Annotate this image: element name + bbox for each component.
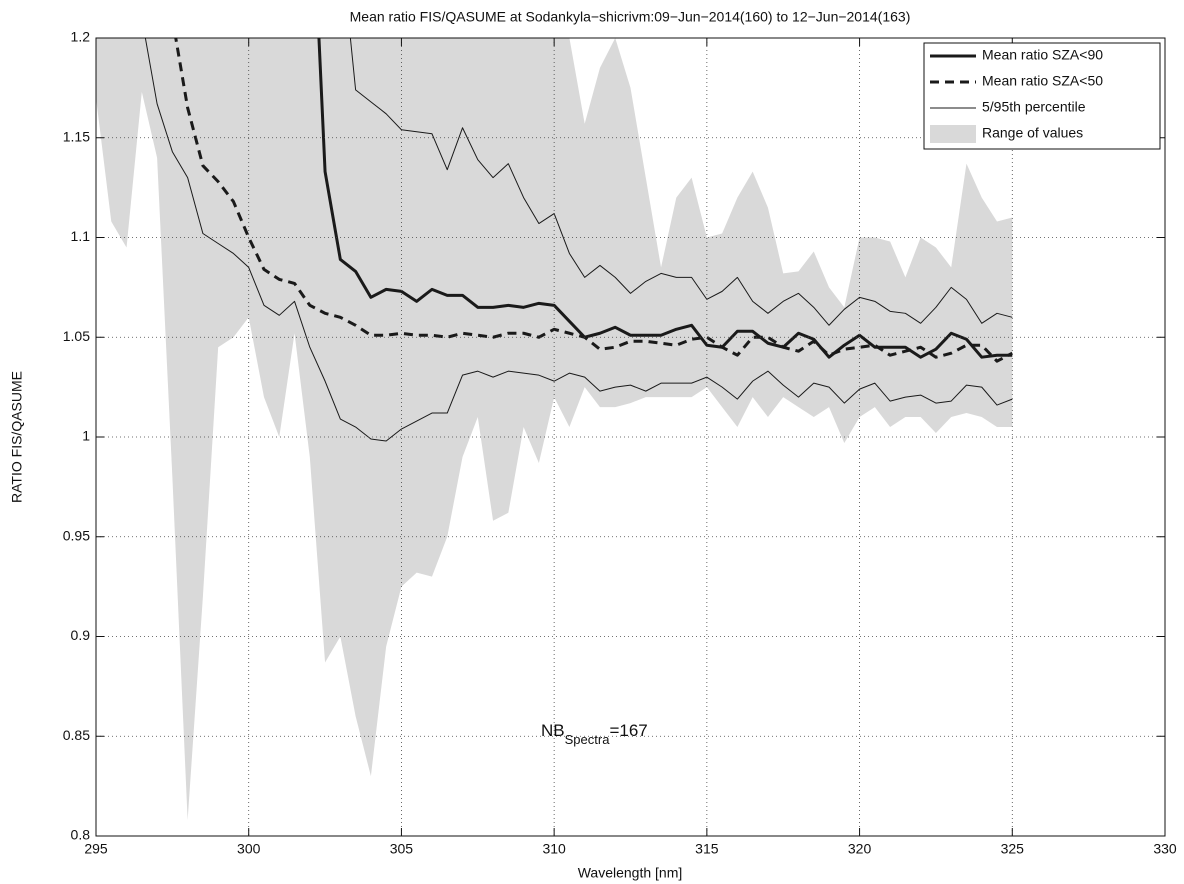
annotation-text: NB: [541, 721, 565, 740]
legend-swatch: [930, 125, 976, 143]
x-tick-label: 305: [390, 841, 414, 857]
annotation-suffix: =167: [609, 721, 647, 740]
y-tick-label: 1.1: [71, 228, 91, 244]
plot-frame: [95, 37, 1166, 837]
legend-label: Mean ratio SZA<50: [982, 73, 1103, 89]
chart-title: Mean ratio FIS/QASUME at Sodankyla−shicr…: [350, 9, 911, 25]
y-tick-label: 1.15: [63, 128, 90, 144]
annotation: NBSpectra=167: [541, 721, 648, 747]
y-tick-label: 0.8: [71, 827, 91, 843]
y-tick-label: 0.9: [71, 627, 91, 643]
legend-label: Range of values: [982, 125, 1083, 141]
x-tick-label: 320: [848, 841, 872, 857]
x-tick-label: 310: [542, 841, 566, 857]
y-axis-label: RATIO FIS/QASUME: [9, 371, 25, 503]
x-tick-label: 330: [1153, 841, 1177, 857]
legend-label: 5/95th percentile: [982, 99, 1086, 115]
plot-area: [96, 38, 1013, 821]
series-line: [317, 38, 1013, 359]
annotation-subscript: Spectra: [565, 732, 611, 747]
x-tick-label: 295: [84, 841, 108, 857]
y-tick-label: 1.05: [63, 328, 90, 344]
x-tick-label: 325: [1001, 841, 1025, 857]
legend: Mean ratio SZA<90 Mean ratio SZA<50 5/95th…: [923, 42, 1161, 150]
x-axis-label: Wavelength [nm]: [578, 865, 683, 881]
x-tick-label: 315: [695, 841, 719, 857]
y-tick-label: 1: [82, 428, 90, 444]
y-tick-label: 1.2: [71, 29, 91, 45]
x-tick-label: 300: [237, 841, 261, 857]
axes: 295 300 305 310 315 320 325 330 0.8 0.85 0.9 0.95 1 1…: [63, 29, 1177, 857]
series-line: [349, 38, 1013, 326]
series-line: [174, 38, 1013, 363]
range-area: [96, 38, 1013, 821]
series-line: [144, 38, 1013, 442]
y-tick-label: 0.85: [63, 727, 90, 743]
y-tick-label: 0.95: [63, 527, 90, 543]
legend-label: Mean ratio SZA<90: [982, 47, 1103, 63]
